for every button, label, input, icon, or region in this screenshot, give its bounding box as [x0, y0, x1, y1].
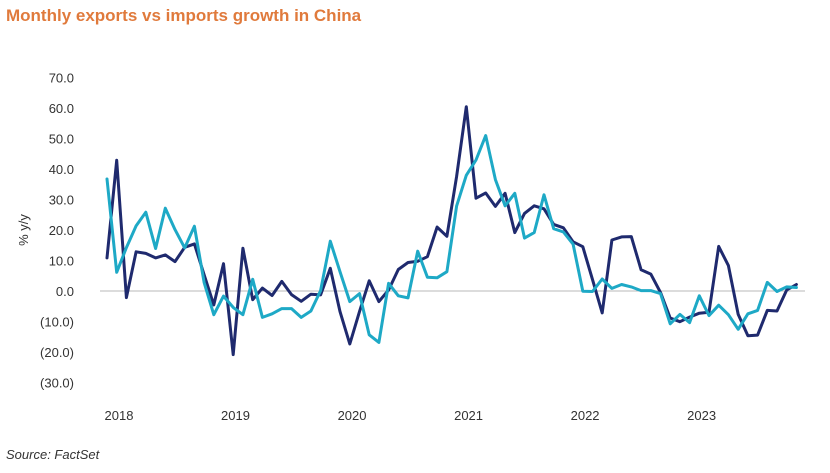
y-tick-label: 0.0	[56, 284, 74, 299]
series-line-1	[105, 105, 798, 357]
y-tick-label: 60.0	[49, 101, 74, 116]
series-lines	[105, 105, 798, 357]
x-tick-label: 2023	[687, 408, 716, 423]
y-tick-label: 50.0	[49, 132, 74, 147]
x-tick-label: 2020	[338, 408, 367, 423]
y-tick-label: 40.0	[49, 162, 74, 177]
y-tick-label: (20.0)	[40, 345, 74, 360]
y-tick-label: 30.0	[49, 193, 74, 208]
x-tick-label: 2022	[571, 408, 600, 423]
y-tick-label: 10.0	[49, 254, 74, 269]
y-tick-label: 20.0	[49, 223, 74, 238]
chart-title: Monthly exports vs imports growth in Chi…	[6, 6, 362, 25]
y-tick-label: 70.0	[49, 71, 74, 86]
y-tick-label: (30.0)	[40, 376, 74, 391]
x-tick-labels: 2018 2019 2020 2021 2022 2023	[105, 408, 717, 423]
x-tick-label: 2018	[105, 408, 134, 423]
y-tick-labels: 70.0 60.0 50.0 40.0 30.0 20.0 10.0 0.0 (10.0) (20…	[40, 71, 74, 391]
x-tick-label: 2021	[454, 408, 483, 423]
y-axis-label: % y/y	[16, 214, 31, 246]
series-line-2	[105, 134, 798, 344]
x-tick-label: 2019	[221, 408, 250, 423]
source-note: Source: FactSet	[6, 447, 100, 462]
y-tick-label: (10.0)	[40, 315, 74, 330]
